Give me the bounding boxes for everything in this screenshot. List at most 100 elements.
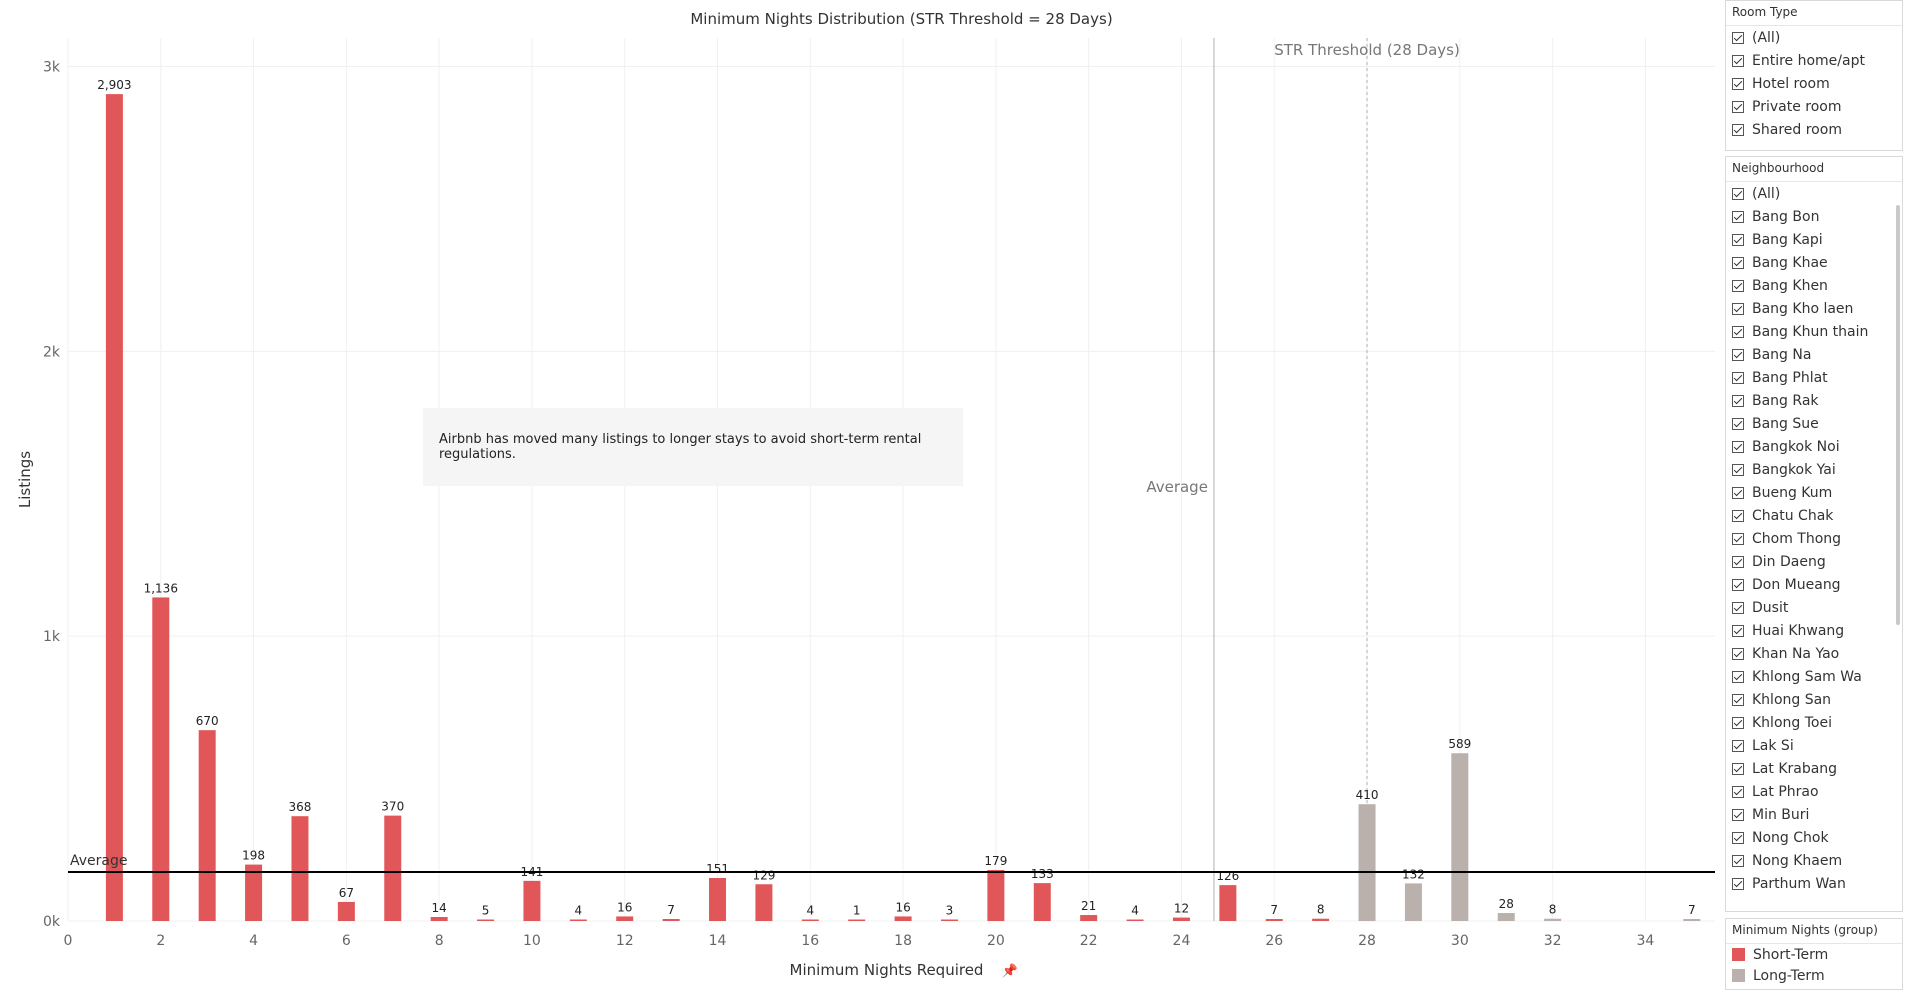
legend-title: Minimum Nights (group) xyxy=(1726,919,1902,944)
neighbourhood-item[interactable]: Nong Chok xyxy=(1726,826,1902,849)
neighbourhood-item[interactable]: Bang Khun thain xyxy=(1726,320,1902,343)
checkbox-checked-icon[interactable] xyxy=(1732,210,1744,223)
checkbox-checked-icon[interactable] xyxy=(1732,187,1744,200)
checkbox-checked-icon[interactable] xyxy=(1732,440,1744,453)
neighbourhood-item[interactable]: Khlong Sam Wa xyxy=(1726,665,1902,688)
data-label: 132 xyxy=(1402,867,1425,881)
neighbourhood-item[interactable]: Min Buri xyxy=(1726,803,1902,826)
bar xyxy=(430,917,448,921)
data-label: 8 xyxy=(1549,903,1557,917)
neighbourhood-item[interactable]: Lat Phrao xyxy=(1726,780,1902,803)
x-tick-label: 34 xyxy=(1636,933,1654,949)
checkbox-checked-icon[interactable] xyxy=(1732,123,1744,136)
checkbox-checked-icon[interactable] xyxy=(1732,739,1744,752)
neighbourhood-scrollbar[interactable] xyxy=(1896,205,1900,625)
neighbourhood-item[interactable]: Bang Khae xyxy=(1726,251,1902,274)
checkbox-checked-icon[interactable] xyxy=(1732,601,1744,614)
checkbox-checked-icon[interactable] xyxy=(1732,394,1744,407)
neighbourhood-item[interactable]: Chatu Chak xyxy=(1726,504,1902,527)
neighbourhood-label: Lat Phrao xyxy=(1752,783,1819,800)
neighbourhood-item[interactable]: Bueng Kum xyxy=(1726,481,1902,504)
neighbourhood-label: (All) xyxy=(1752,185,1781,202)
checkbox-checked-icon[interactable] xyxy=(1732,509,1744,522)
checkbox-checked-icon[interactable] xyxy=(1732,417,1744,430)
checkbox-checked-icon[interactable] xyxy=(1732,532,1744,545)
data-label: 589 xyxy=(1448,737,1471,751)
neighbourhood-item[interactable]: Bang Phlat xyxy=(1726,366,1902,389)
neighbourhood-item[interactable]: Khan Na Yao xyxy=(1726,642,1902,665)
x-tick-label: 30 xyxy=(1451,933,1469,949)
x-tick-label: 16 xyxy=(801,933,819,949)
neighbourhood-item[interactable]: Bang Bon xyxy=(1726,205,1902,228)
checkbox-checked-icon[interactable] xyxy=(1732,716,1744,729)
checkbox-checked-icon[interactable] xyxy=(1732,325,1744,338)
checkbox-checked-icon[interactable] xyxy=(1732,256,1744,269)
bar xyxy=(1358,804,1376,921)
neighbourhood-item[interactable]: Bang Khen xyxy=(1726,274,1902,297)
checkbox-checked-icon[interactable] xyxy=(1732,463,1744,476)
checkbox-checked-icon[interactable] xyxy=(1732,371,1744,384)
neighbourhood-item[interactable]: Lak Si xyxy=(1726,734,1902,757)
neighbourhood-item[interactable]: Lat Krabang xyxy=(1726,757,1902,780)
checkbox-checked-icon[interactable] xyxy=(1732,854,1744,867)
neighbourhood-item[interactable]: Parthum Wan xyxy=(1726,872,1902,895)
neighbourhood-label: Bang Bon xyxy=(1752,208,1820,225)
neighbourhood-item[interactable]: Bang Rak xyxy=(1726,389,1902,412)
bar xyxy=(1683,919,1701,921)
neighbourhood-item[interactable]: Khlong San xyxy=(1726,688,1902,711)
neighbourhood-item[interactable]: Don Mueang xyxy=(1726,573,1902,596)
neighbourhood-label: Bang Khen xyxy=(1752,277,1828,294)
checkbox-checked-icon[interactable] xyxy=(1732,831,1744,844)
checkbox-checked-icon[interactable] xyxy=(1732,578,1744,591)
checkbox-checked-icon[interactable] xyxy=(1732,233,1744,246)
bar xyxy=(337,901,355,921)
checkbox-checked-icon[interactable] xyxy=(1732,31,1744,44)
room-type-item[interactable]: Shared room xyxy=(1726,118,1902,141)
neighbourhood-item[interactable]: Bang Sue xyxy=(1726,412,1902,435)
checkbox-checked-icon[interactable] xyxy=(1732,100,1744,113)
checkbox-checked-icon[interactable] xyxy=(1732,647,1744,660)
checkbox-checked-icon[interactable] xyxy=(1732,624,1744,637)
checkbox-checked-icon[interactable] xyxy=(1732,279,1744,292)
neighbourhood-item[interactable]: Nong Khaem xyxy=(1726,849,1902,872)
neighbourhood-item[interactable]: Bangkok Noi xyxy=(1726,435,1902,458)
checkbox-checked-icon[interactable] xyxy=(1732,302,1744,315)
x-tick-label: 22 xyxy=(1080,933,1098,949)
checkbox-checked-icon[interactable] xyxy=(1732,348,1744,361)
x-tick-label: 14 xyxy=(709,933,727,949)
neighbourhood-item[interactable]: Khlong Toei xyxy=(1726,711,1902,734)
checkbox-checked-icon[interactable] xyxy=(1732,555,1744,568)
checkbox-checked-icon[interactable] xyxy=(1732,77,1744,90)
room-type-item[interactable]: Entire home/apt xyxy=(1726,49,1902,72)
annotation-text: Airbnb has moved many listings to longer… xyxy=(439,432,922,462)
neighbourhood-item[interactable]: (All) xyxy=(1726,182,1902,205)
checkbox-checked-icon[interactable] xyxy=(1732,486,1744,499)
neighbourhood-item[interactable]: Dusit xyxy=(1726,596,1902,619)
bar xyxy=(1033,883,1051,921)
checkbox-checked-icon[interactable] xyxy=(1732,808,1744,821)
checkbox-checked-icon[interactable] xyxy=(1732,877,1744,890)
y-tick-label: 1k xyxy=(43,629,61,645)
room-type-item[interactable]: Hotel room xyxy=(1726,72,1902,95)
checkbox-checked-icon[interactable] xyxy=(1732,785,1744,798)
legend-panel: Minimum Nights (group) Short-Term Long-Te… xyxy=(1725,918,1903,990)
neighbourhood-item[interactable]: Din Daeng xyxy=(1726,550,1902,573)
legend-item[interactable]: Long-Term xyxy=(1726,965,1902,986)
y-tick-label: 3k xyxy=(43,59,61,75)
neighbourhood-item[interactable]: Chom Thong xyxy=(1726,527,1902,550)
neighbourhood-item[interactable]: Bang Na xyxy=(1726,343,1902,366)
checkbox-checked-icon[interactable] xyxy=(1732,670,1744,683)
neighbourhood-item[interactable]: Bang Kapi xyxy=(1726,228,1902,251)
checkbox-checked-icon[interactable] xyxy=(1732,54,1744,67)
checkbox-checked-icon[interactable] xyxy=(1732,762,1744,775)
neighbourhood-item[interactable]: Bangkok Yai xyxy=(1726,458,1902,481)
neighbourhood-item[interactable]: Bang Kho laen xyxy=(1726,297,1902,320)
room-type-item[interactable]: (All) xyxy=(1726,26,1902,49)
room-type-item[interactable]: Private room xyxy=(1726,95,1902,118)
neighbourhood-label: Bangkok Noi xyxy=(1752,438,1840,455)
checkbox-checked-icon[interactable] xyxy=(1732,693,1744,706)
legend-swatch xyxy=(1732,969,1745,982)
neighbourhood-item[interactable]: Huai Khwang xyxy=(1726,619,1902,642)
x-tick-label: 2 xyxy=(156,933,165,949)
legend-item[interactable]: Short-Term xyxy=(1726,944,1902,965)
